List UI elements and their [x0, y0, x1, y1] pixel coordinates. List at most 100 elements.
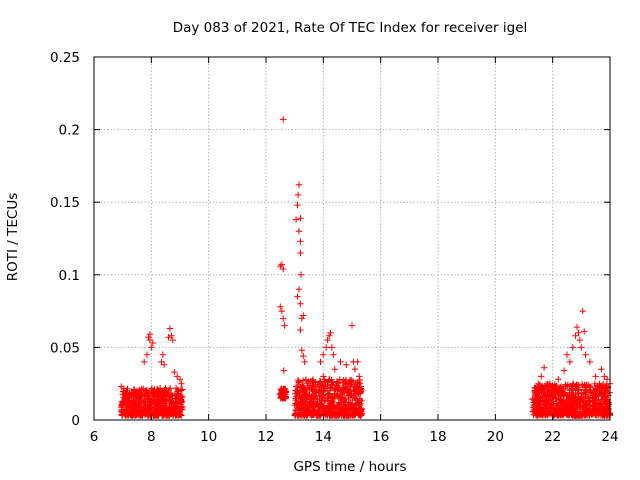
data-point	[151, 390, 158, 398]
data-point	[278, 261, 285, 268]
data-point	[307, 400, 315, 407]
data-point	[559, 401, 566, 408]
data-point	[158, 358, 165, 366]
x-tick-label: 20	[487, 429, 504, 445]
data-point	[344, 385, 352, 392]
data-point	[546, 380, 553, 387]
data-point	[558, 408, 565, 416]
data-point	[576, 404, 583, 411]
data-point	[541, 401, 549, 408]
data-point	[119, 412, 126, 419]
data-point	[147, 406, 155, 413]
data-point	[155, 404, 162, 411]
data-point	[295, 286, 303, 293]
data-point	[298, 315, 305, 322]
data-point	[169, 336, 176, 344]
data-point	[574, 386, 581, 394]
data-point	[556, 396, 564, 403]
data-point	[581, 328, 588, 335]
data-point	[299, 400, 306, 407]
data-point	[140, 399, 147, 407]
data-point	[297, 215, 304, 222]
data-point	[292, 216, 300, 223]
data-point	[331, 366, 338, 373]
data-point	[136, 396, 143, 403]
data-point	[325, 377, 332, 385]
data-point	[535, 380, 542, 387]
data-point	[118, 383, 125, 390]
data-point	[118, 402, 125, 410]
x-tick-label: 16	[372, 429, 389, 445]
data-point	[307, 378, 314, 385]
data-point	[325, 332, 333, 339]
data-point	[540, 364, 548, 371]
data-point	[568, 403, 575, 411]
data-point	[133, 387, 141, 395]
y-tick-label: 0	[71, 413, 80, 429]
data-point	[586, 395, 593, 402]
data-point	[538, 373, 545, 380]
data-point	[141, 358, 148, 366]
plot-border	[93, 56, 611, 421]
data-point	[128, 405, 136, 412]
data-point	[278, 307, 285, 315]
data-point	[337, 396, 344, 403]
data-point	[310, 393, 317, 400]
data-point	[168, 399, 176, 407]
data-point	[578, 380, 586, 388]
data-point	[592, 393, 599, 400]
data-point	[582, 351, 589, 358]
data-point	[280, 390, 287, 398]
data-point	[598, 366, 605, 373]
data-point	[531, 407, 538, 414]
data-point	[144, 389, 151, 396]
data-point	[571, 407, 579, 414]
data-point	[593, 411, 600, 419]
data-point	[296, 404, 303, 411]
y-tick-label: 0.25	[50, 50, 80, 66]
data-point	[295, 181, 303, 188]
data-point	[572, 332, 579, 339]
chart-title: Day 083 of 2021, Rate Of TEC Index for r…	[173, 20, 528, 36]
data-point	[157, 392, 164, 399]
data-point	[555, 376, 562, 383]
data-point	[546, 395, 553, 403]
data-point	[300, 352, 307, 360]
data-point	[535, 397, 542, 404]
data-point	[152, 401, 159, 408]
data-point	[281, 322, 288, 329]
data-point	[342, 405, 349, 413]
data-point	[316, 403, 323, 410]
data-point	[146, 336, 154, 344]
y-axis-label: ROTI / TECUs	[5, 193, 21, 281]
data-point	[529, 395, 536, 402]
data-point	[280, 265, 287, 273]
data-point	[280, 315, 287, 322]
data-point	[327, 384, 334, 392]
data-point	[534, 400, 541, 407]
data-point	[122, 411, 129, 418]
data-point	[600, 396, 608, 403]
data-point	[306, 391, 313, 399]
data-point	[337, 358, 344, 366]
data-point	[297, 326, 304, 334]
data-point	[161, 405, 168, 413]
data-point	[301, 394, 308, 401]
data-point	[146, 399, 153, 406]
data-point	[296, 378, 303, 385]
data-point	[297, 238, 304, 245]
data-point	[328, 411, 336, 419]
data-point	[172, 403, 179, 410]
data-point	[354, 358, 361, 366]
data-point	[166, 325, 174, 332]
data-point	[591, 400, 599, 407]
data-point	[123, 406, 130, 414]
data-point	[355, 390, 362, 397]
data-point	[134, 408, 141, 416]
data-point	[177, 401, 184, 408]
data-point	[348, 322, 356, 329]
data-point	[159, 402, 166, 409]
data-point	[320, 373, 327, 380]
data-point	[356, 373, 363, 380]
